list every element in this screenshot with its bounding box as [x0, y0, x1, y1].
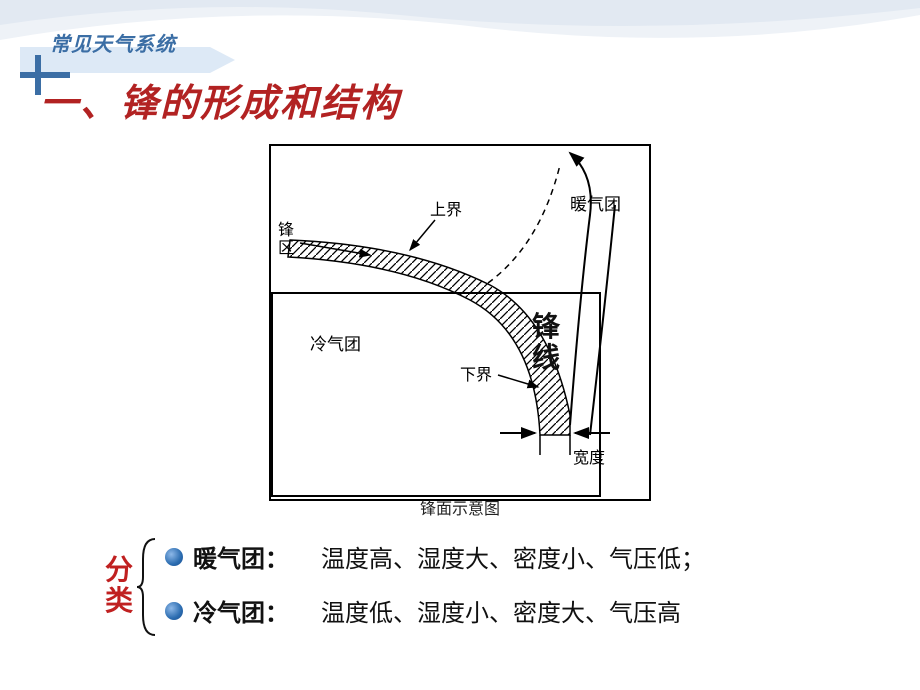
page-title: 一、锋的形成和结构: [40, 72, 400, 127]
bullet-icon: [165, 548, 183, 566]
warm-air-label: 暖气团: [570, 195, 621, 214]
classification-block: 分类 暖气团： 温度高、湿度大、密度小、气压低； 冷气团： 温度低、湿度小、密度…: [105, 535, 865, 645]
front-line-label: 锋线: [532, 312, 562, 374]
bullet-icon: [165, 602, 183, 620]
classify-label: 分类: [105, 555, 135, 617]
frontal-diagram: 锋 区 上界 暖气团 冷气团 下界 宽度: [260, 135, 660, 505]
cold-air-label: 冷气团: [310, 335, 361, 354]
lower-label: 下界: [460, 366, 492, 384]
svg-text:区: 区: [278, 240, 294, 257]
warm-air-desc: 温度高、湿度大、密度小、气压低；: [321, 539, 705, 574]
zone-label: 锋: [278, 221, 294, 239]
warm-air-row: 暖气团： 温度高、湿度大、密度小、气压低；: [165, 539, 705, 574]
cold-air-name: 冷气团：: [193, 593, 303, 628]
cold-air-row: 冷气团： 温度低、湿度小、密度大、气压高: [165, 593, 681, 628]
width-label: 宽度: [573, 449, 605, 467]
brace-icon: [137, 537, 159, 637]
upper-label: 上界: [430, 201, 462, 219]
cold-air-desc: 温度低、湿度小、密度大、气压高: [321, 593, 681, 628]
warm-air-name: 暖气团：: [193, 539, 303, 574]
diagram-caption: 锋面示意图: [320, 495, 600, 519]
